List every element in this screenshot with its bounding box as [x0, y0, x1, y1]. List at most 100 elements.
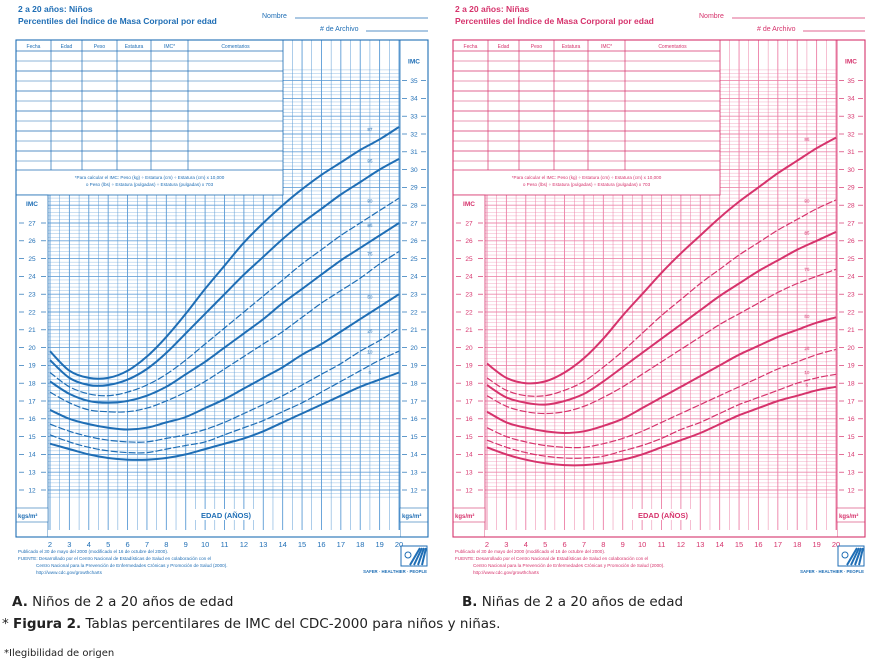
x-tick-label: 20 — [832, 540, 840, 549]
footer-line-3: http://www.cdc.gov/growthcharts — [36, 570, 103, 575]
y-tick-label-right: 20 — [847, 345, 855, 352]
x-tick-label: 2 — [48, 540, 52, 549]
y-tick-label-left: 24 — [465, 274, 473, 281]
caption-b: B. Niñas de 2 a 20 años de edad — [462, 594, 683, 610]
percentile-label-10: 10 — [804, 370, 810, 375]
y-tick-label-right: 18 — [847, 381, 855, 388]
x-tick-label: 13 — [259, 540, 267, 549]
x-axis-label-box — [195, 509, 257, 520]
cdc-logo-stripe — [858, 547, 864, 566]
y-tick-label-right: 18 — [410, 381, 418, 388]
y-tick-label-left: 22 — [28, 309, 36, 316]
y-tick-label-left: 24 — [28, 274, 36, 281]
percentile-label-25: 25 — [367, 328, 373, 333]
y-tick-label-left: 16 — [465, 416, 473, 423]
x-tick-label: 13 — [696, 540, 704, 549]
y-tick-label-right: 31 — [410, 149, 418, 156]
y-tick-label-right: 13 — [847, 470, 855, 477]
percentile-label-85: 85 — [367, 223, 373, 228]
x-tick-label: 18 — [793, 540, 801, 549]
y-tick-label-left: 21 — [28, 327, 36, 334]
table-header-5: Comentarios — [658, 44, 687, 50]
y-tick-label-right: 22 — [410, 309, 418, 316]
figure-label: Figura 2. — [13, 616, 82, 632]
y-tick-label-right: 31 — [847, 149, 855, 156]
unit-label-right: kgs/m² — [839, 513, 858, 520]
y-axis-label-right: IMC — [408, 59, 420, 66]
y-tick-label-right: 17 — [847, 398, 855, 405]
unit-label-left: kgs/m² — [455, 513, 474, 520]
y-tick-label-left: 14 — [465, 452, 473, 459]
x-tick-label: 15 — [298, 540, 306, 549]
percentile-label-90: 90 — [367, 198, 373, 203]
table-header-4: IMC* — [601, 44, 612, 50]
x-tick-label: 6 — [125, 540, 129, 549]
y-tick-label-right: 21 — [847, 327, 855, 334]
percentile-label-97: 97 — [367, 127, 373, 132]
y-axis-label-right: IMC — [845, 59, 857, 66]
cdc-logo-stripe — [409, 547, 421, 566]
y-tick-label-left: 20 — [465, 345, 473, 352]
x-tick-label: 5 — [543, 540, 547, 549]
percentile-curve-95 — [486, 136, 837, 385]
x-tick-label: 17 — [774, 540, 782, 549]
y-tick-label-right: 34 — [847, 96, 855, 103]
formula-note-line2: o Peso (lbs) ÷ Estatura (pulgadas) ÷ Est… — [523, 182, 651, 187]
y-tick-label-right: 17 — [410, 398, 418, 405]
footer-line-3: http://www.cdc.gov/growthcharts — [473, 570, 540, 575]
boys-chart-svg: 2 a 20 años: Niños Percentiles del Índice… — [15, 4, 429, 575]
cdc-logo-text: SAFER · HEALTHIER · PEOPLE — [800, 569, 864, 574]
formula-note-line1: *Para calcular el IMC: Peso (kg) ÷ Estat… — [512, 175, 662, 180]
file-label: # de Archivo — [757, 26, 796, 33]
percentile-curve-85 — [486, 230, 837, 406]
table-header-1: Edad — [498, 44, 510, 50]
y-tick-label-left: 23 — [28, 292, 36, 299]
percentile-label-50: 50 — [804, 314, 810, 319]
y-tick-label-left: 19 — [465, 363, 473, 370]
y-tick-label-left: 25 — [465, 256, 473, 263]
x-tick-label: 19 — [375, 540, 383, 549]
y-tick-label-right: 20 — [410, 345, 418, 352]
caption-b-letter: B. — [462, 594, 478, 610]
y-tick-label-right: 27 — [410, 220, 418, 227]
illegibility-note: *Ilegibilidad de origen — [4, 648, 115, 659]
cdc-logo-stripe — [850, 547, 860, 566]
y-tick-label-left: 17 — [465, 398, 473, 405]
table-header-4: IMC* — [164, 44, 175, 50]
x-tick-label: 12 — [677, 540, 685, 549]
name-label: Nombre — [262, 13, 287, 20]
table-header-1: Edad — [61, 44, 73, 50]
y-tick-label-left: 27 — [28, 220, 36, 227]
percentile-label-75: 75 — [804, 267, 810, 272]
y-tick-label-left: 15 — [28, 434, 36, 441]
unit-label-right: kgs/m² — [402, 513, 421, 520]
x-tick-label: 11 — [221, 540, 229, 549]
x-tick-label: 14 — [278, 540, 286, 549]
y-tick-label-right: 12 — [410, 487, 418, 494]
y-tick-label-left: 14 — [28, 452, 36, 459]
formula-note-line1: *Para calcular el IMC: Peso (kg) ÷ Estat… — [75, 175, 225, 180]
y-tick-label-right: 27 — [847, 220, 855, 227]
y-tick-label-left: 20 — [28, 345, 36, 352]
percentile-curve-85 — [49, 222, 400, 404]
cdc-logo-text: SAFER · HEALTHIER · PEOPLE — [363, 569, 427, 574]
table-header-2: Peso — [531, 44, 543, 50]
cdc-logo-stripe — [413, 547, 423, 566]
percentile-curve-50 — [49, 293, 400, 431]
footer-line-0: Publicado el 30 de mayo del 2000 (modifi… — [18, 549, 168, 554]
x-tick-label: 18 — [356, 540, 364, 549]
left-axis-strip — [15, 194, 49, 538]
y-tick-label-right: 28 — [847, 203, 855, 210]
formula-note-line2: o Peso (lbs) ÷ Estatura (pulgadas) ÷ Est… — [86, 182, 214, 187]
x-tick-label: 11 — [658, 540, 666, 549]
x-axis-label-box — [632, 509, 694, 520]
x-tick-label: 10 — [201, 540, 209, 549]
x-tick-label: 7 — [145, 540, 149, 549]
percentile-curve-50 — [486, 316, 837, 435]
bottom-strip — [48, 530, 400, 537]
percentile-label-95: 95 — [804, 137, 810, 142]
percentile-label-75: 75 — [367, 252, 373, 257]
percentile-label-5: 5 — [806, 383, 809, 388]
cdc-logo-mark — [841, 551, 849, 559]
boys-bmi-chart: 2 a 20 años: Niños Percentiles del Índice… — [0, 0, 436, 590]
